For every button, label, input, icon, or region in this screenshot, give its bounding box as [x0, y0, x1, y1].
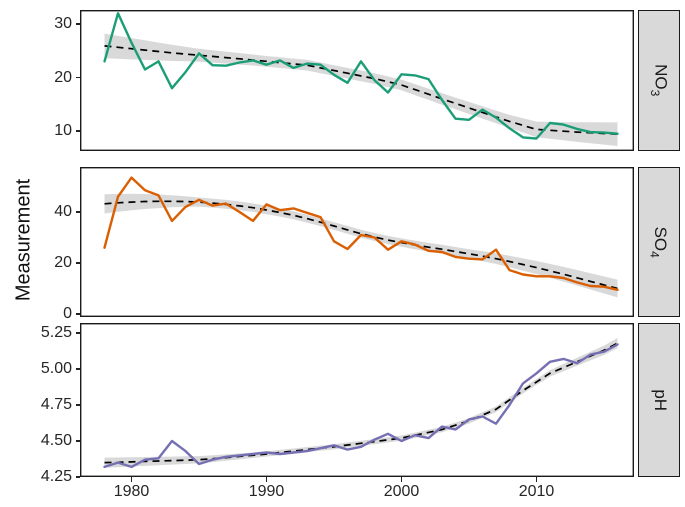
- panel-border: [80, 167, 634, 317]
- facet-strip-label: NO3: [647, 64, 671, 97]
- y-tick-label-no3-10: 10: [54, 122, 72, 139]
- y-tick-label-ph-4.50: 4.50: [40, 432, 72, 449]
- y-tick-label-no3-20: 20: [54, 68, 72, 86]
- y-tick-label-ph-4.75: 4.75: [40, 396, 72, 413]
- y-tick-mark: [75, 211, 80, 213]
- facet-strip-so4: SO4: [638, 167, 680, 317]
- facet-strip-label: pH: [651, 389, 671, 411]
- x-tick-mark: [400, 477, 403, 482]
- y-tick-mark: [75, 476, 80, 478]
- y-tick-label-so4-0: 0: [63, 305, 72, 322]
- data-line-so4: [103, 176, 619, 291]
- y-tick-mark: [75, 440, 80, 442]
- y-tick-mark: [75, 130, 80, 132]
- x-tick-mark: [265, 477, 268, 482]
- confidence-ribbon: [104, 33, 618, 146]
- y-tick-label-so4-40: 40: [54, 203, 72, 220]
- y-tick-mark: [75, 368, 80, 370]
- panel-no3-plot: [80, 10, 634, 151]
- y-tick-mark: [75, 262, 80, 264]
- y-tick-mark: [75, 313, 80, 315]
- y-tick-mark: [75, 332, 80, 334]
- y-tick-mark: [75, 23, 80, 25]
- trend-dashed-line: [104, 200, 618, 290]
- x-tick-mark: [130, 477, 133, 482]
- confidence-ribbon: [104, 338, 618, 468]
- y-tick-label-ph-4.25: 4.25: [40, 468, 72, 485]
- facet-strip-no3: NO3: [638, 10, 680, 151]
- facet-strip-ph: pH: [638, 323, 680, 477]
- x-tick-label-2000: 2000: [383, 483, 420, 500]
- panel-border: [80, 323, 634, 477]
- y-tick-mark: [75, 404, 80, 406]
- panel-border: [80, 10, 634, 151]
- data-line-no3: [103, 12, 619, 140]
- y-axis-title: Measurement: [12, 178, 35, 302]
- panel-ph-plot: [80, 323, 634, 477]
- facet-strip-label: SO4: [647, 226, 671, 258]
- y-tick-label-ph-5.00: 5.00: [40, 360, 72, 377]
- trend-dashed-line: [104, 45, 618, 136]
- panel-so4-plot: [80, 167, 634, 317]
- confidence-ribbon: [104, 193, 618, 298]
- y-tick-label-no3-30: 30: [54, 15, 72, 32]
- y-tick-label-ph-5.25: 5.25: [40, 324, 72, 341]
- y-tick-label-so4-20: 20: [54, 254, 72, 271]
- y-tick-mark: [75, 76, 80, 79]
- x-tick-label-2010: 2010: [518, 483, 555, 500]
- x-tick-mark: [535, 477, 538, 482]
- x-tick-label-1980: 1980: [113, 483, 150, 500]
- data-line-ph: [103, 343, 619, 469]
- x-tick-label-1990: 1990: [248, 483, 285, 500]
- trend-dashed-line: [104, 342, 618, 464]
